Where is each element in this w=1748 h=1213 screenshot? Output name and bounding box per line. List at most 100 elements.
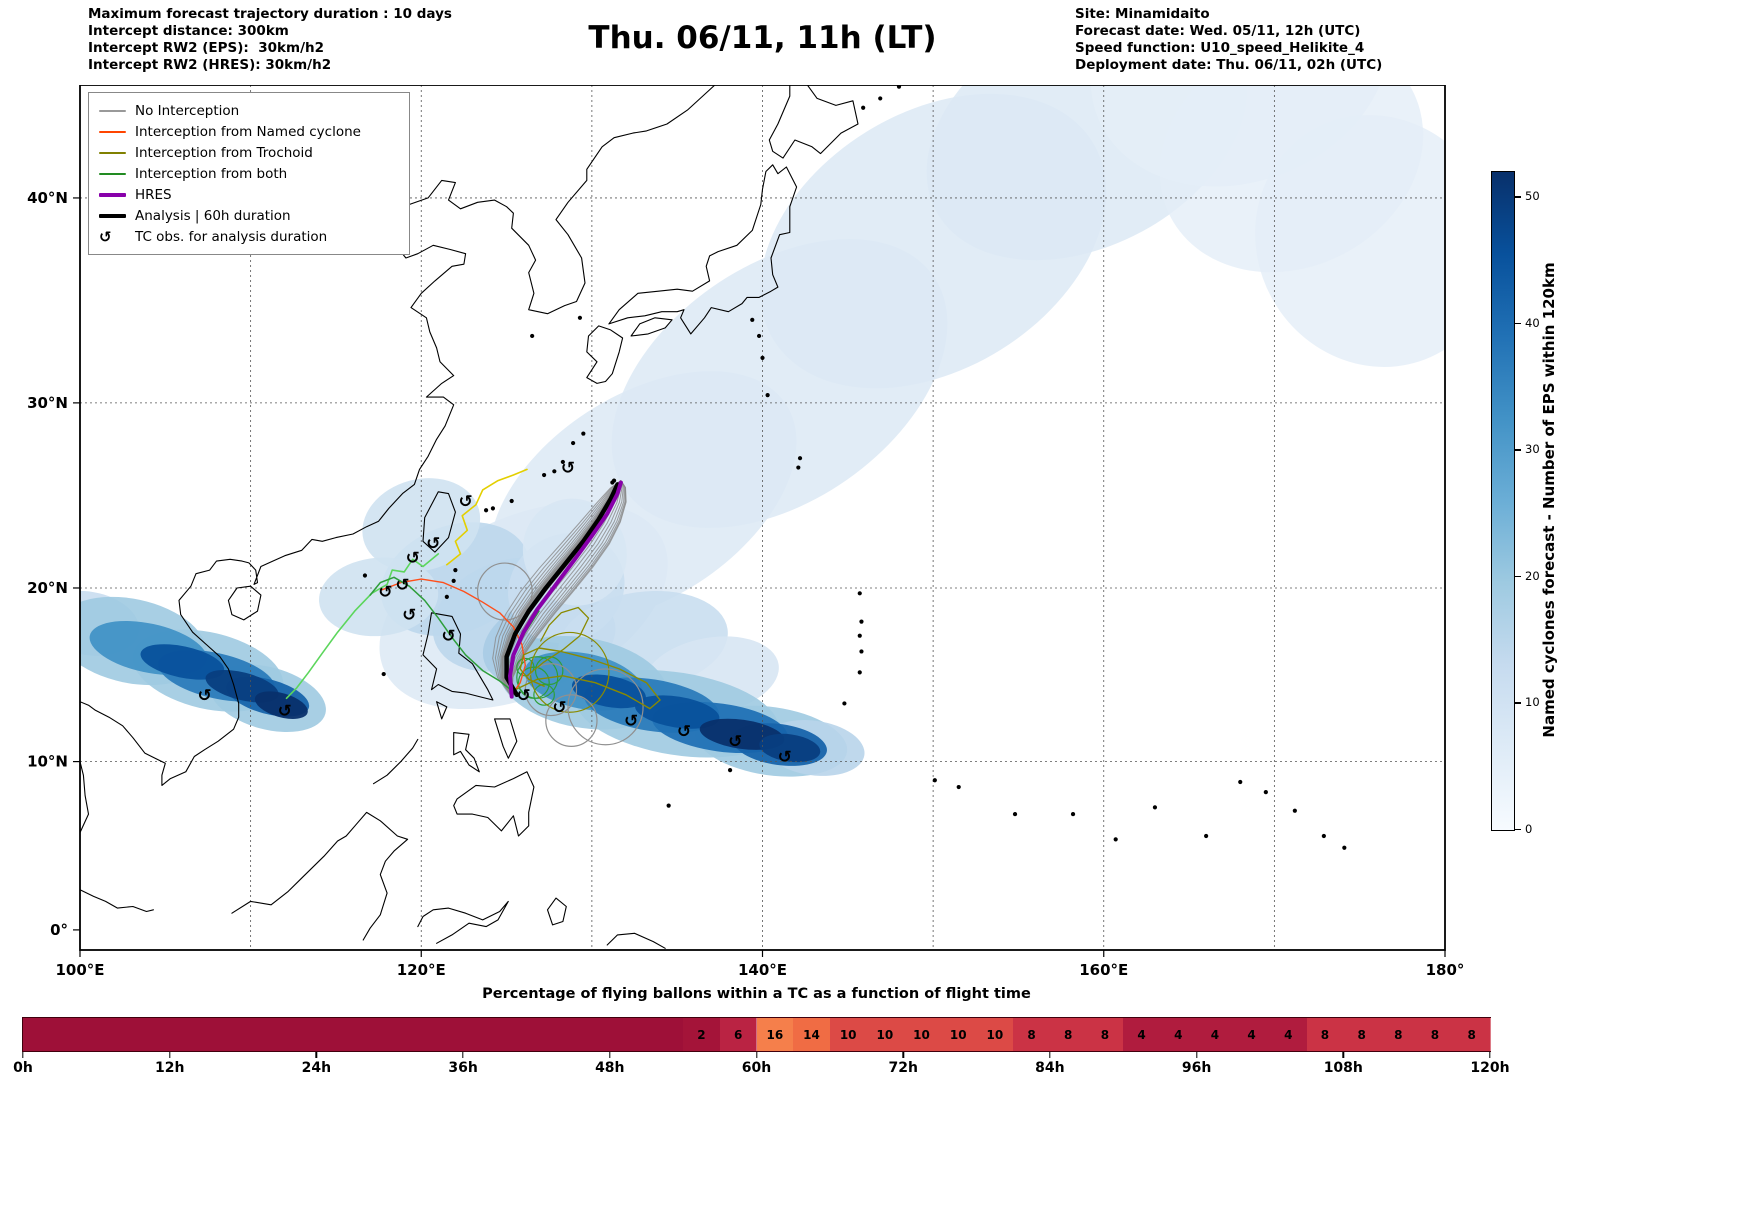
bar-segment: 8 bbox=[1086, 1018, 1125, 1051]
colorbar-tick-label: 0 bbox=[1525, 822, 1533, 836]
params-block: Maximum forecast trajectory duration : 1… bbox=[88, 6, 452, 74]
tc-obs-symbol: ↺ bbox=[441, 627, 455, 647]
lat-tick-label: 0° bbox=[50, 921, 68, 939]
legend-line-swatch bbox=[99, 192, 135, 197]
bar-axis-label: 60h bbox=[741, 1060, 772, 1076]
trajectory-layer bbox=[285, 468, 661, 710]
bar-segment-value: 8 bbox=[1064, 1027, 1073, 1042]
bar-segment: 8 bbox=[1049, 1018, 1088, 1051]
param-line-rw2-eps: Intercept RW2 (EPS): 30km/h2 bbox=[88, 40, 324, 56]
figure-title: Thu. 06/11, 11h (LT) bbox=[588, 20, 937, 56]
tc-obs-symbol: ↺ bbox=[395, 575, 409, 595]
param-line-duration: Maximum forecast trajectory duration : 1… bbox=[88, 6, 452, 22]
grid-layer bbox=[80, 85, 1445, 950]
bar-segment: 8 bbox=[1379, 1018, 1418, 1051]
legend-item: Interception from Named cyclone bbox=[99, 121, 397, 142]
colorbar-gradient bbox=[1491, 171, 1515, 831]
bar-segment-value: 10 bbox=[949, 1027, 967, 1042]
bar-axis-label: 12h bbox=[154, 1060, 185, 1076]
bar-segment-value: 16 bbox=[766, 1027, 784, 1042]
balloon-bar: 2 6 16 14 10 10 10 10 10 8 8 8 4 4 4 4 4 8 8 8 8 8 bbox=[22, 1017, 1491, 1052]
bar-segment-value: 4 bbox=[1174, 1027, 1183, 1042]
lon-tick-label: 180° bbox=[1426, 961, 1465, 979]
map-legend: No Interception Interception from Named c… bbox=[88, 92, 410, 255]
tc-obs-symbol: ↺ bbox=[426, 534, 440, 554]
bar-segment: 2 bbox=[683, 1018, 721, 1051]
colorbar-tick-label: 10 bbox=[1525, 695, 1540, 710]
bar-segment-value: 8 bbox=[1357, 1027, 1366, 1042]
legend-label: HRES bbox=[135, 186, 172, 203]
bar-segment: 8 bbox=[1013, 1018, 1051, 1051]
lat-tick-label: 40°N bbox=[27, 189, 68, 207]
bar-segment: 6 bbox=[719, 1018, 758, 1051]
trochoid-loop bbox=[514, 647, 661, 710]
legend-line-swatch bbox=[99, 109, 135, 112]
bar-segment-value: 4 bbox=[1247, 1027, 1256, 1042]
bar-segment: 8 bbox=[1343, 1018, 1381, 1051]
named-cyclone-path bbox=[381, 578, 526, 696]
legend-line-swatch bbox=[99, 130, 135, 133]
legend-label: TC obs. for analysis duration bbox=[135, 228, 328, 245]
colorbar: 0 10 20 30 40 50 bbox=[1491, 171, 1540, 836]
info-line-site: Site: Minamidaito bbox=[1075, 6, 1210, 22]
info-line-speed-function: Speed function: U10_speed_Helikite_4 bbox=[1075, 40, 1365, 56]
bar-segment: 8 bbox=[1453, 1018, 1491, 1051]
bar-segment-value: 2 bbox=[697, 1027, 706, 1042]
legend-line-swatch bbox=[99, 213, 135, 218]
bar-axis-label: 72h bbox=[888, 1060, 918, 1076]
lon-tick-label: 100°E bbox=[55, 961, 104, 979]
legend-label: Analysis | 60h duration bbox=[135, 207, 291, 224]
bar-axis-label: 108h bbox=[1323, 1060, 1363, 1076]
bar-segment-value: 14 bbox=[803, 1027, 820, 1042]
bar-axis-label: 0h bbox=[13, 1060, 33, 1076]
analysis-track bbox=[504, 482, 620, 698]
bar-segment-value: 8 bbox=[1394, 1027, 1403, 1042]
lat-tick-label: 20°N bbox=[27, 579, 68, 597]
bar-segment bbox=[23, 1018, 685, 1051]
bar-segment-value: 10 bbox=[839, 1027, 857, 1042]
bar-segment: 4 bbox=[1269, 1018, 1308, 1051]
hres-track bbox=[508, 480, 623, 699]
lon-tick-label: 160°E bbox=[1079, 961, 1128, 979]
bar-segment: 14 bbox=[793, 1018, 831, 1051]
param-line-rw2-hres: Intercept RW2 (HRES): 30km/h2 bbox=[88, 57, 332, 73]
tc-obs-symbol: ↺ bbox=[402, 606, 416, 626]
legend-item: Interception from both bbox=[99, 163, 397, 184]
tc-obs-symbol: ↺ bbox=[778, 748, 792, 768]
lon-tick-label: 140°E bbox=[738, 961, 787, 979]
param-line-distance: Intercept distance: 300km bbox=[88, 23, 289, 39]
colorbar-tick-label: 40 bbox=[1525, 315, 1540, 330]
bar-segment-value: 6 bbox=[733, 1027, 743, 1042]
bar-segment-value: 8 bbox=[1320, 1027, 1330, 1042]
bar-segment-value: 10 bbox=[876, 1027, 894, 1042]
bar-segment-value: 4 bbox=[1210, 1027, 1220, 1042]
bar-segment-value: 10 bbox=[986, 1027, 1004, 1042]
legend-line-swatch bbox=[99, 172, 135, 175]
bar-axis-label: 120h bbox=[1470, 1060, 1510, 1076]
bar-axis-label: 36h bbox=[448, 1060, 478, 1076]
tc-obs-symbol: ↺ bbox=[378, 583, 392, 603]
tc-obs-symbol: ↺ bbox=[458, 492, 472, 512]
legend-label: Interception from both bbox=[135, 165, 288, 182]
legend-label: Interception from Trochoid bbox=[135, 144, 313, 161]
bar-segment-value: 8 bbox=[1430, 1027, 1440, 1042]
coastline-layer bbox=[80, 85, 1347, 949]
legend-item: Interception from Trochoid bbox=[99, 142, 397, 163]
info-line-deployment-date: Deployment date: Thu. 06/11, 02h (UTC) bbox=[1075, 57, 1383, 73]
bar-segment: 4 bbox=[1196, 1018, 1235, 1051]
bar-segment: 10 bbox=[939, 1018, 978, 1051]
balloon-chart-title: Percentage of flying ballons within a TC… bbox=[482, 986, 1031, 1002]
bar-segment: 4 bbox=[1233, 1018, 1271, 1051]
tc-obs-layer: ↺↺↺↺↺↺↺↺↺↺↺ ↺↺↺↺↺ bbox=[197, 459, 791, 768]
density-layer bbox=[80, 85, 1445, 777]
bar-axis-label: 84h bbox=[1035, 1060, 1065, 1076]
legend-item: HRES bbox=[99, 184, 397, 205]
lat-tick-label: 10°N bbox=[27, 753, 68, 771]
bar-axis-label: 96h bbox=[1181, 1060, 1212, 1076]
bar-segment: 10 bbox=[829, 1018, 868, 1051]
legend-label: Interception from Named cyclone bbox=[135, 123, 361, 140]
colorbar-tick-label: 30 bbox=[1525, 442, 1540, 457]
bar-segment: 16 bbox=[756, 1018, 795, 1051]
bar-segment-value: 10 bbox=[913, 1027, 930, 1042]
bar-segment: 4 bbox=[1123, 1018, 1161, 1051]
